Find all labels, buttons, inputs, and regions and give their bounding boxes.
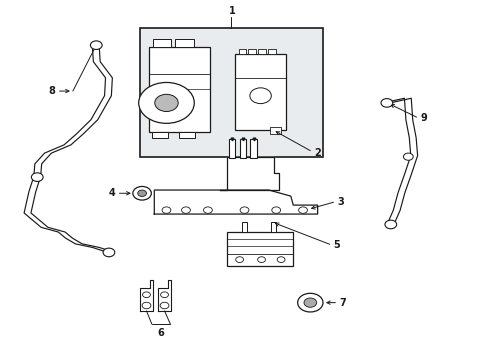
Bar	[228, 139, 235, 158]
Circle shape	[162, 207, 170, 213]
Circle shape	[103, 248, 115, 257]
Text: 7: 7	[339, 298, 346, 308]
Text: 8: 8	[48, 86, 55, 96]
Bar	[175, 40, 193, 47]
Circle shape	[155, 94, 178, 112]
Circle shape	[249, 88, 271, 104]
Circle shape	[138, 190, 146, 197]
Circle shape	[304, 298, 316, 307]
Circle shape	[203, 207, 212, 213]
Bar	[271, 222, 276, 232]
Circle shape	[271, 207, 280, 213]
Text: 5: 5	[333, 240, 340, 250]
Polygon shape	[220, 157, 278, 190]
Bar	[270, 127, 281, 134]
Circle shape	[181, 207, 190, 213]
Bar	[152, 132, 167, 138]
Circle shape	[142, 302, 151, 309]
Bar	[234, 54, 285, 130]
Polygon shape	[140, 280, 153, 311]
Circle shape	[90, 41, 102, 49]
Circle shape	[139, 82, 194, 123]
Text: 6: 6	[158, 328, 164, 338]
Circle shape	[380, 99, 392, 107]
Circle shape	[403, 153, 412, 160]
Circle shape	[384, 220, 396, 229]
Circle shape	[297, 293, 323, 312]
Bar	[248, 49, 256, 54]
Bar	[242, 222, 246, 232]
Circle shape	[240, 207, 248, 213]
Circle shape	[142, 292, 150, 298]
Bar	[227, 232, 293, 266]
Circle shape	[298, 207, 307, 213]
Circle shape	[235, 257, 243, 262]
Text: 2: 2	[314, 148, 320, 158]
Circle shape	[31, 173, 43, 181]
Circle shape	[160, 302, 168, 309]
Polygon shape	[154, 190, 317, 214]
Circle shape	[160, 292, 168, 298]
Text: 3: 3	[337, 197, 344, 207]
Circle shape	[257, 257, 265, 262]
Bar	[250, 139, 256, 158]
Bar	[153, 40, 171, 47]
Bar	[178, 132, 194, 138]
Text: 9: 9	[420, 113, 427, 123]
Bar	[267, 49, 275, 54]
Bar	[239, 139, 245, 158]
Bar	[238, 49, 246, 54]
Circle shape	[277, 257, 285, 262]
Text: 4: 4	[108, 188, 115, 198]
Text: 1: 1	[229, 6, 236, 16]
Circle shape	[133, 186, 151, 200]
Bar	[140, 28, 322, 157]
Bar	[258, 49, 265, 54]
Bar	[149, 47, 210, 132]
Polygon shape	[158, 280, 171, 311]
